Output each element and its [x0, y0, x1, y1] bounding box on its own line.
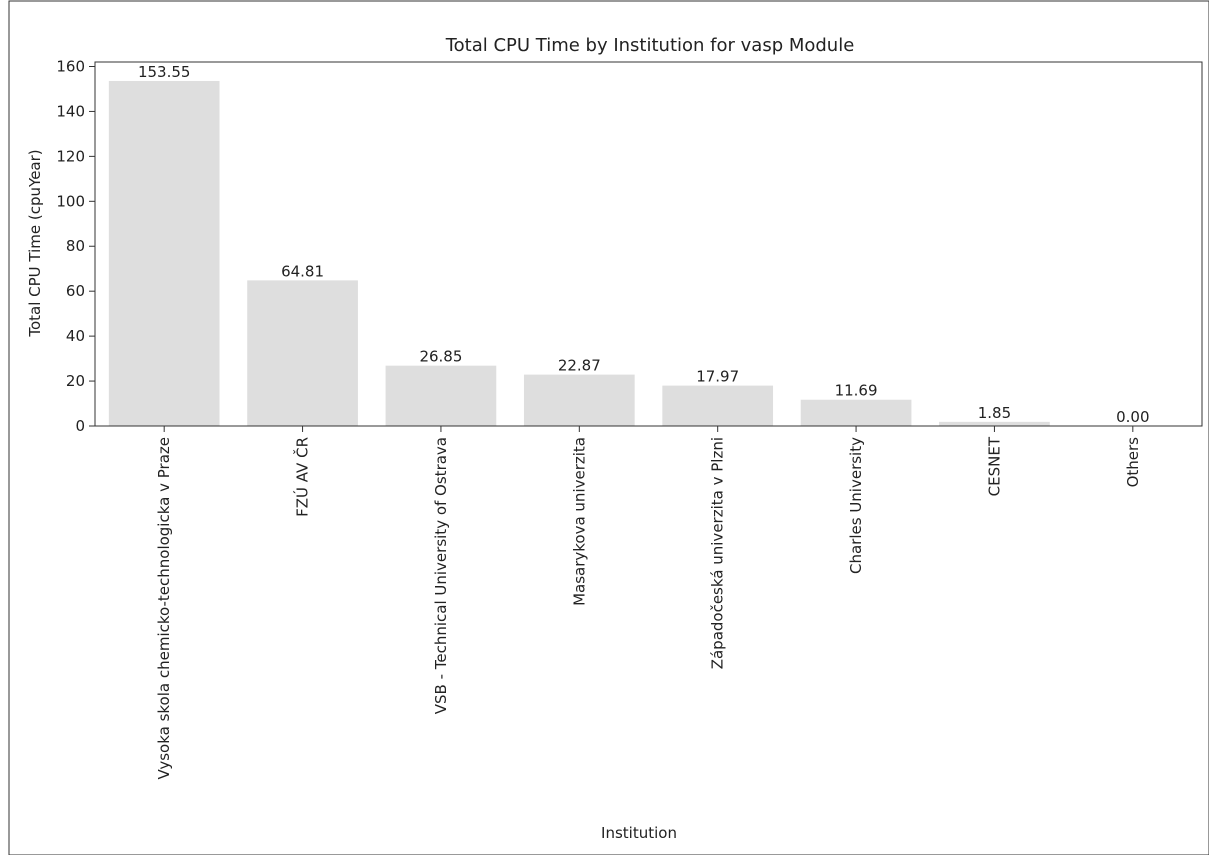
- x-tick-label: VSB - Technical University of Ostrava: [432, 437, 450, 714]
- y-tick-label: 60: [66, 282, 85, 300]
- figure-border: [8, 0, 1209, 855]
- bar-value-label: 153.55: [138, 63, 191, 81]
- bar-value-label: 17.97: [696, 368, 739, 386]
- bar-value-label: 11.69: [835, 382, 878, 400]
- y-axis-title: Total CPU Time (cpuYear): [26, 149, 44, 337]
- bar-value-label: 0.00: [1116, 408, 1149, 426]
- y-tick-label: 160: [56, 57, 85, 75]
- plot-area-frame: [94, 61, 1203, 427]
- bar-value-label: 26.85: [419, 348, 462, 366]
- x-axis: Vysoka skola chemicko-technologicka v Pr…: [155, 426, 1142, 780]
- x-tick-label: Others: [1124, 437, 1142, 488]
- bar-value-label: 1.85: [978, 404, 1011, 422]
- y-tick-label: 20: [66, 372, 85, 390]
- bar: [108, 80, 220, 426]
- bar-value-label: 22.87: [558, 357, 601, 375]
- bar-value-label: 64.81: [281, 262, 324, 280]
- x-tick-label: CESNET: [985, 436, 1003, 496]
- y-tick-label: 100: [56, 192, 85, 210]
- bar: [523, 374, 635, 426]
- y-tick-label: 140: [56, 102, 85, 120]
- y-tick-label: 0: [75, 417, 85, 435]
- bar: [662, 385, 774, 426]
- x-tick-label: Charles University: [847, 437, 865, 574]
- bars-layer: 153.55 64.81 26.85 22.87 17.97 11.69 1.85 0.00: [108, 63, 1150, 426]
- y-tick-label: 40: [66, 327, 85, 345]
- bar: [800, 399, 912, 426]
- y-axis: 0 20 40 60 80 100 120 140 160: [56, 57, 95, 435]
- bar: [385, 365, 497, 426]
- x-axis-title: Institution: [601, 824, 677, 842]
- x-tick-label: Západočeská univerzita v Plzni: [709, 437, 727, 669]
- x-tick-label: Vysoka skola chemicko-technologicka v Pr…: [155, 437, 173, 780]
- bar: [939, 421, 1050, 426]
- x-tick-label: FZÚ AV ČR: [293, 437, 312, 517]
- x-tick-label: Masarykova univerzita: [570, 437, 588, 606]
- bar: [247, 280, 358, 426]
- y-tick-label: 80: [66, 237, 85, 255]
- chart-title: Total CPU Time by Institution for vasp M…: [445, 35, 855, 56]
- y-tick-label: 120: [56, 147, 85, 165]
